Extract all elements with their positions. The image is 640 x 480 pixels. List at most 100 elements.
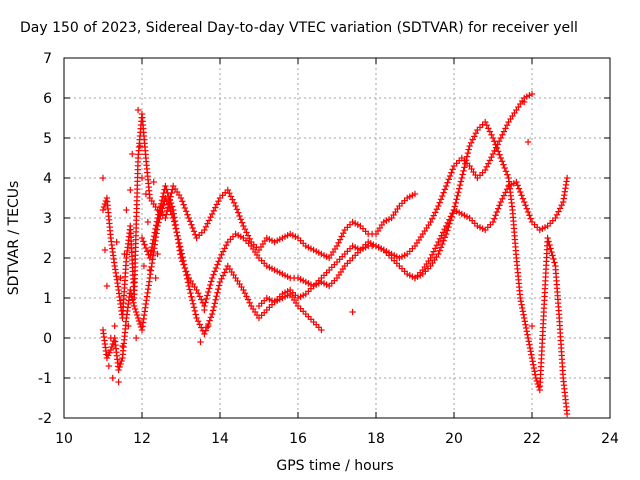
data-point [491, 138, 498, 145]
data-point [197, 338, 204, 346]
data-point [459, 171, 466, 178]
data-point [464, 149, 472, 157]
data-point [184, 271, 191, 278]
data-point [108, 343, 115, 351]
data-point [545, 238, 552, 245]
data-point [500, 161, 507, 168]
data-point [436, 247, 443, 254]
data-point [519, 308, 527, 315]
data-point [493, 208, 501, 216]
data-point [179, 198, 186, 205]
data-point [445, 176, 452, 183]
data-point [215, 285, 222, 293]
data-point [453, 196, 460, 203]
data-point [127, 286, 134, 294]
data-point [440, 189, 447, 196]
data-point [204, 292, 211, 299]
data-point [158, 197, 166, 204]
data-point [238, 219, 246, 226]
data-point [502, 168, 510, 175]
data-point [531, 368, 538, 375]
data-point [214, 289, 221, 296]
data-point [235, 209, 242, 216]
data-point [111, 322, 118, 330]
data-point [107, 334, 114, 342]
data-point [202, 299, 209, 306]
data-point [448, 213, 455, 221]
data-point [162, 214, 169, 222]
x-tick-label: 16 [289, 431, 307, 447]
data-point [521, 98, 528, 106]
data-point [203, 295, 210, 303]
y-tick-label: 7 [43, 51, 52, 67]
data-point [186, 286, 193, 293]
data-point [213, 293, 220, 300]
data-point [183, 208, 190, 215]
data-point [164, 189, 171, 197]
data-point [155, 211, 162, 218]
data-point [523, 328, 530, 335]
data-point [150, 178, 157, 186]
data-point [131, 305, 139, 313]
data-point [185, 282, 192, 290]
data-point [439, 192, 446, 200]
data-point [210, 303, 218, 311]
data-point [563, 174, 571, 182]
data-point [184, 211, 191, 218]
data-point [233, 206, 241, 213]
data-point [187, 289, 194, 297]
data-point [532, 371, 539, 378]
data-point [107, 346, 114, 354]
data-point [121, 250, 128, 258]
data-point [513, 178, 520, 186]
data-point [209, 307, 217, 314]
data-point [521, 318, 529, 325]
data-point [131, 278, 138, 286]
data-point [439, 240, 446, 248]
data-point [189, 297, 196, 304]
data-point [144, 248, 151, 255]
data-point [185, 214, 192, 222]
data-point [102, 197, 110, 205]
data-point [517, 188, 524, 196]
data-point [118, 357, 125, 365]
data-point [456, 185, 463, 192]
data-point [208, 278, 215, 285]
data-point [498, 158, 506, 165]
data-point [524, 334, 532, 342]
data-point [435, 250, 442, 258]
data-point [192, 311, 199, 318]
data-point [138, 234, 146, 242]
data-point [188, 221, 195, 228]
data-point [547, 245, 554, 252]
data-point [462, 160, 469, 167]
data-point [166, 196, 174, 203]
data-point [443, 230, 450, 238]
data-point [495, 205, 502, 212]
data-point [522, 321, 529, 328]
data-point [207, 281, 214, 289]
data-point [528, 354, 536, 362]
data-point [151, 229, 158, 236]
data-point [177, 194, 185, 202]
data-point [159, 193, 166, 200]
data-point [149, 240, 156, 247]
data-point [437, 244, 445, 251]
data-point [523, 205, 530, 212]
data-point [205, 288, 212, 296]
x-tick-label: 22 [523, 431, 541, 447]
data-point [135, 317, 143, 325]
data-point [449, 210, 457, 217]
data-point [190, 304, 198, 311]
data-point [152, 274, 159, 282]
data-point [448, 169, 455, 176]
data-point [99, 174, 107, 182]
data-point [515, 185, 523, 192]
data-point [168, 203, 176, 210]
data-point [136, 142, 144, 150]
data-point [180, 201, 187, 208]
data-point [127, 290, 135, 297]
data-point [528, 322, 536, 330]
